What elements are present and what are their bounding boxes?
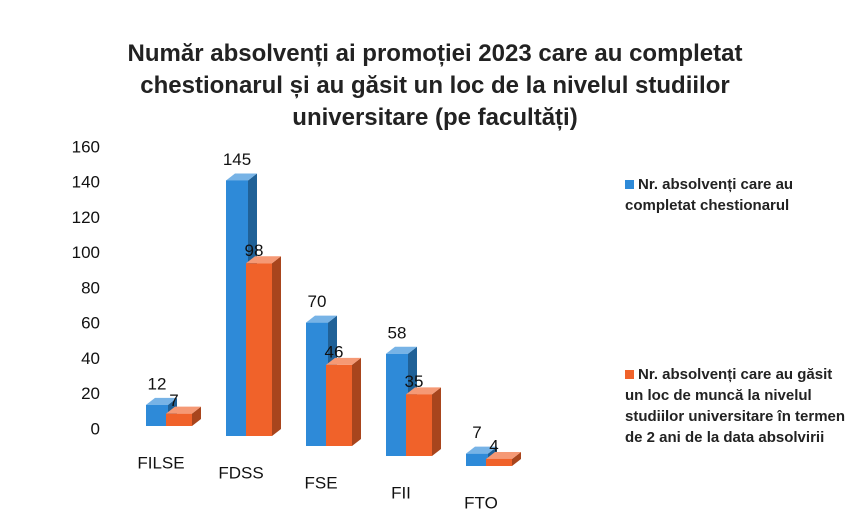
x-tick-label: FILSE [137,453,184,472]
bar-top [226,173,257,181]
bar-side [432,387,441,456]
x-tick-label: FSE [304,473,337,492]
bar-top [146,397,177,405]
legend-item: Nr. absolvenți care au completat chestio… [625,174,850,216]
bar-front [226,180,248,436]
chart-title: Număr absolvenți ai promoției 2023 care … [127,40,743,131]
bar [486,451,521,466]
bar-top [306,315,337,323]
bar-top [326,357,361,365]
bar-top [406,387,441,395]
bar-top [386,346,417,354]
bar-top [166,406,201,414]
data-label: 35 [405,372,424,391]
bar [166,406,201,426]
data-label: 7 [472,423,481,442]
bar-side [512,451,521,466]
legend-swatch [625,180,634,189]
legend-label: Nr. absolvenți care au găsit un loc de m… [625,366,846,446]
bar-front [486,458,512,466]
data-label: 70 [308,292,327,311]
bar-top [486,451,521,459]
data-label: 7 [169,391,178,410]
legend-item: Nr. absolvenți care au găsit un loc de m… [625,364,850,448]
data-label: 46 [325,342,344,361]
bar-side [272,256,281,436]
bar-front [306,322,328,446]
y-tick-label: 0 [91,419,100,438]
bar-front [386,353,408,456]
y-tick-label: 160 [72,137,100,156]
y-tick-label: 40 [81,349,100,368]
y-tick-label: 80 [81,278,100,297]
data-label: 12 [148,374,167,393]
bar [406,387,441,456]
bar-front [246,263,272,436]
x-tick-label: FDSS [218,463,263,482]
bar-front [466,453,488,466]
data-label: 4 [489,436,498,455]
bar-top [466,446,497,454]
y-tick-label: 20 [81,384,100,403]
bar-front [326,364,352,446]
legend-swatch [625,370,634,379]
data-label: 58 [388,323,407,342]
legend-label: Nr. absolvenți care au completat chestio… [625,176,794,214]
bar-front [146,404,168,426]
data-label: 145 [223,150,251,169]
y-tick-label: 140 [72,173,100,192]
x-tick-label: FII [391,483,411,502]
bar-front [406,394,432,456]
y-tick-label: 100 [72,243,100,262]
bar [326,357,361,446]
bar-top [246,256,281,264]
data-label: 98 [245,241,264,260]
bar-side [192,406,201,426]
bar [246,256,281,436]
bar-front [166,413,192,426]
y-tick-label: 60 [81,314,100,333]
bar-side [352,357,361,446]
y-tick-label: 120 [72,208,100,227]
x-tick-label: FTO [464,493,498,512]
